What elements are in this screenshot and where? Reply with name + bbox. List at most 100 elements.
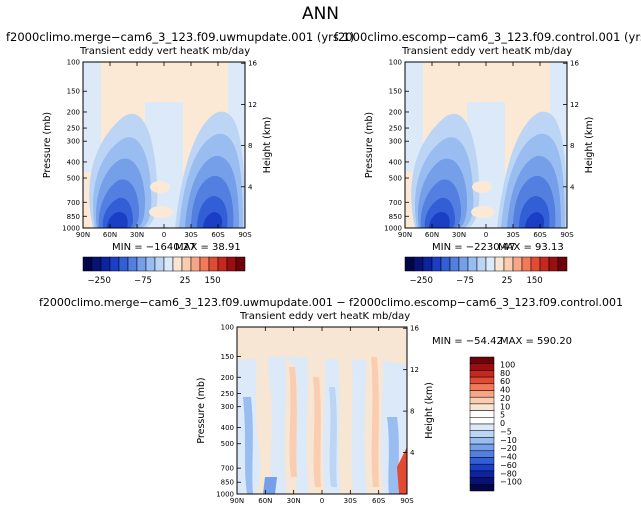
panel1-pressure-tick-label: 500 <box>67 175 80 183</box>
panel2-field <box>405 62 567 228</box>
panel1-lat-tick-label: 60N <box>103 231 117 239</box>
panel3-colorbar-label: 20 <box>500 394 510 403</box>
panel3-colorbar-swatch <box>469 396 495 405</box>
panel2-ylabel-right: Height (km) <box>584 117 595 174</box>
panel2-pressure-tick-label: 150 <box>389 88 402 96</box>
panel1-colorbar-swatch <box>226 256 237 272</box>
panel3-colorbar-label: 10 <box>500 402 510 411</box>
panel3-height-tick-label: 4 <box>410 449 415 457</box>
panel1-min-label: MIN = −1640.27 <box>112 242 196 253</box>
panel1-colorbar-swatch <box>217 256 228 272</box>
panel2-lat-tick-label: 90S <box>560 231 574 239</box>
panel3-pressure-tick-label: 500 <box>221 440 234 448</box>
panel3-colorbar-label: −100 <box>500 478 522 487</box>
panel3-colorbar-swatch <box>469 423 495 431</box>
panel1-colorbar-swatch <box>163 256 174 272</box>
panel2-colorbar-swatch <box>458 256 469 272</box>
panel3-colorbar-label: 60 <box>500 377 510 386</box>
panel1-height-tick-label: 8 <box>248 142 252 150</box>
panel1-height-tick-label: 4 <box>248 183 253 191</box>
panel3-ylabel-right: Height (km) <box>424 382 435 439</box>
panel2-colorbar-swatch <box>548 256 559 272</box>
panel3-colorbar-label: 100 <box>500 360 515 369</box>
panel2-colorbar-swatch <box>530 256 541 272</box>
panel2-variable-title: Transient eddy vert heatK mb/day <box>402 46 573 57</box>
panel1-height-tick-label: 12 <box>248 101 257 109</box>
panel1-colorbar-swatch <box>136 256 147 272</box>
panel3-colorbar-label: 5 <box>500 411 505 420</box>
panel3-pressure-tick-label: 850 <box>221 479 234 487</box>
panel1-colorbar-label: −250 <box>88 276 111 286</box>
panel1-pressure-tick-label: 400 <box>67 158 80 166</box>
page-title: ANN <box>301 4 340 24</box>
panel3-lat-tick-label: 60S <box>372 497 386 505</box>
panel1-field <box>83 62 245 228</box>
panel3-pressure-tick-label: 150 <box>221 353 234 361</box>
panel1-max-label: MAX = 38.91 <box>175 242 241 253</box>
panel1-colorbar-label: −75 <box>134 276 152 286</box>
panel3-colorbar-label: 80 <box>500 369 510 378</box>
panel1-pressure-tick-label: 850 <box>67 213 80 221</box>
panel3-colorbar-swatch <box>469 383 495 391</box>
panel3-colorbar-swatch <box>469 450 495 458</box>
panel1-height-tick-label: 16 <box>248 60 257 68</box>
panel2-colorbar-label: 150 <box>526 276 542 286</box>
panel1-colorbar-label: 25 <box>180 276 191 286</box>
panel3-pressure-tick-label: 200 <box>221 374 234 382</box>
panel3-lat-tick-label: 60N <box>258 497 272 505</box>
panel2-pressure-tick-label: 250 <box>389 125 402 133</box>
panel2-pressure-tick-label: 700 <box>389 199 402 207</box>
panel2-colorbar-label: 25 <box>502 276 513 286</box>
panel3-ylabel: Pressure (mb) <box>196 377 207 443</box>
panel3-colorbar-swatch <box>469 437 495 445</box>
panel3-variable-title: Transient eddy vert heatK mb/day <box>240 311 411 322</box>
panel2-lat-tick-label: 90N <box>398 231 412 239</box>
panel2-lat-tick-label: 30S <box>506 231 520 239</box>
panel2-colorbar-swatch <box>431 256 442 272</box>
panel2-colorbar-swatch <box>449 256 460 272</box>
panel3-height-tick-label: 12 <box>410 366 419 374</box>
panel3-colorbar-label: −10 <box>500 436 517 445</box>
panel1-pressure-tick-label: 200 <box>67 108 80 116</box>
panel1-pressure-tick-label: 1000 <box>62 225 80 233</box>
panel3-colorbar-swatch <box>469 376 495 385</box>
panel2-colorbar-label: −250 <box>410 276 433 286</box>
panel2-case-title: f2000climo.escomp−cam6_3_123.f09.control… <box>334 30 641 44</box>
panel2-colorbar-swatch <box>485 256 496 272</box>
panel3-field <box>237 327 407 494</box>
panel3-colorbar-swatch <box>469 390 495 398</box>
panel1-pressure-tick-label: 700 <box>67 199 80 207</box>
panel3-pressure-tick-label: 250 <box>221 390 234 398</box>
panel2-lat-tick-label: 60S <box>533 231 547 239</box>
panel3-colorbar-label: −20 <box>500 444 517 453</box>
panel1-colorbar-swatch <box>172 256 183 272</box>
panel1-colorbar-swatch <box>118 256 129 272</box>
panel1-pressure-tick-label: 300 <box>67 138 80 146</box>
panel2-min-label: MIN = −2230.47 <box>432 242 516 253</box>
panel3-lat-tick-label: 90S <box>400 497 414 505</box>
panel3-min-label: MIN = −54.42 <box>432 336 503 347</box>
panel2-colorbar-swatch <box>413 256 424 272</box>
panel2-pressure-tick-label: 500 <box>389 175 402 183</box>
panel1-pressure-tick-label: 250 <box>67 125 80 133</box>
panel3-case-title: f2000climo.merge−cam6_3_123.f09.uwmupdat… <box>39 296 624 309</box>
panel3-height-tick-label: 8 <box>410 408 414 416</box>
panel3-height-tick-label: 16 <box>410 325 419 333</box>
panel1-colorbar-swatch <box>199 256 210 272</box>
panel1-case-title: f2000climo.merge−cam6_3_123.f09.uwmupdat… <box>6 30 355 44</box>
panel2-colorbar-label: −75 <box>456 276 474 286</box>
panel2-pressure-tick-label: 200 <box>389 108 402 116</box>
panel3-colorbar-label: −80 <box>500 469 517 478</box>
panel3-lat-tick-label: 90N <box>230 497 244 505</box>
panel1-colorbar-swatch <box>91 256 102 272</box>
panel1-colorbar-swatch <box>235 256 246 272</box>
panel1-lat-tick-label: 30N <box>130 231 144 239</box>
panel1-lat-tick-label: 90N <box>76 231 90 239</box>
panel2-height-tick-label: 16 <box>570 60 579 68</box>
panel3-colorbar-label: 0 <box>500 419 505 428</box>
panel3-max-label: MAX = 590.20 <box>500 336 573 347</box>
panel2-pressure-tick-label: 850 <box>389 213 402 221</box>
panel1-lat-tick-label: 60S <box>211 231 225 239</box>
panel1-lat-tick-label: 0 <box>162 231 166 239</box>
